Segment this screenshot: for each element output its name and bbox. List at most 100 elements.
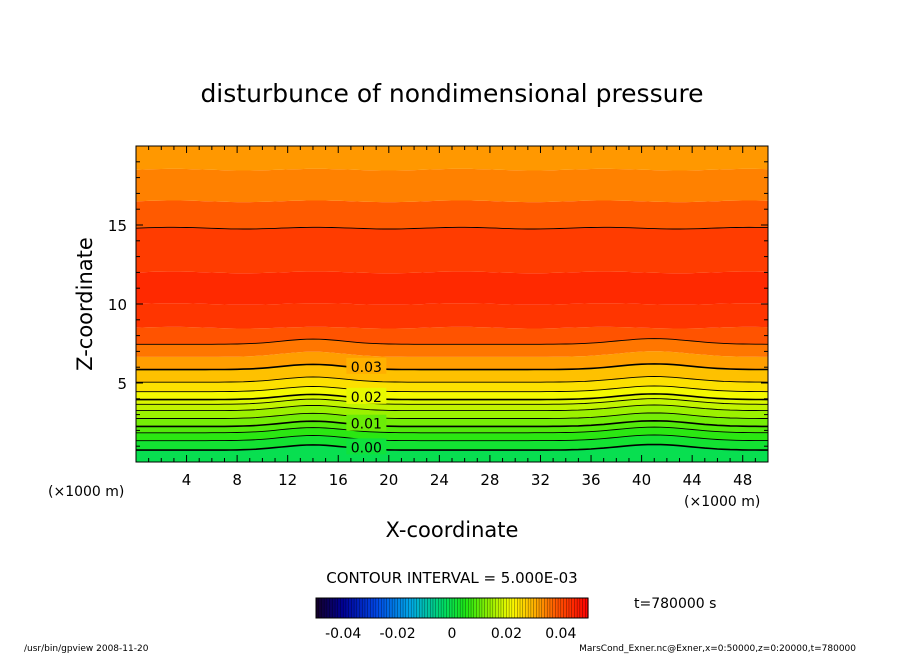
colorbar-cell — [324, 598, 328, 618]
x-axis-label: X-coordinate — [386, 518, 519, 542]
y-axis-label: Z-coordinate — [73, 237, 97, 371]
x-tick-label: 48 — [733, 471, 752, 489]
colorbar-ticks: -0.04 -0.02 0 0.02 0.04 — [325, 626, 576, 642]
colorbar-cell — [476, 598, 480, 618]
colorbar-cell — [392, 598, 396, 618]
colorbar-cell — [528, 598, 532, 618]
color-band — [136, 200, 768, 229]
colorbar-cell — [468, 598, 472, 618]
contour-line — [136, 363, 768, 371]
chart-title: disturbunce of nondimensional pressure — [200, 79, 703, 108]
contour-line — [136, 412, 768, 419]
footer-left: /usr/bin/gpview 2008-11-20 — [24, 644, 149, 654]
colorbar-cell — [509, 598, 513, 618]
colorbar-cell — [356, 598, 361, 618]
x-axis-ticks: 4 8 12 16 20 24 28 32 36 40 44 48 — [135, 146, 769, 489]
colorbar-cell — [381, 598, 385, 618]
colorbar-cell — [432, 598, 437, 618]
colorbar-cell — [373, 598, 377, 618]
colorbar — [315, 598, 589, 618]
colorbar-cell — [530, 598, 535, 618]
contour-label: 0.02 — [351, 390, 382, 406]
colorbar-tick-label: -0.02 — [379, 626, 415, 642]
contour-labels: 0.00 0.01 0.02 0.03 — [346, 357, 387, 456]
color-band — [136, 444, 768, 462]
plot-area — [136, 146, 768, 462]
colorbar-cell — [413, 598, 418, 618]
y-tick-label: 15 — [108, 217, 127, 235]
colorbar-cell — [471, 598, 475, 618]
colorbar-cell — [517, 598, 521, 618]
x-tick-label: 20 — [379, 471, 398, 489]
colorbar-cell — [329, 598, 333, 618]
colorbar-cell — [438, 598, 442, 618]
colorbar-cell — [492, 598, 497, 618]
colorbar-cell — [549, 598, 554, 618]
colorbar-cell — [321, 598, 325, 618]
colorbar-cell — [364, 598, 369, 618]
x-tick-label: 28 — [480, 471, 499, 489]
contour-label: 0.03 — [351, 360, 382, 376]
colorbar-cell — [462, 598, 467, 618]
color-band — [136, 435, 768, 451]
colorbar-tick-label: -0.04 — [325, 626, 361, 642]
colorbar-cell — [460, 598, 464, 618]
footer-right: MarsCond_Exner.nc@Exner,x=0:50000,z=0:20… — [579, 644, 856, 654]
colorbar-cell — [367, 598, 371, 618]
colorbar-cell — [522, 598, 527, 618]
colorbar-cell — [555, 598, 559, 618]
colorbar-cell — [574, 598, 578, 618]
colorbar-cell — [343, 598, 347, 618]
colorbar-cell — [405, 598, 410, 618]
colorbar-cell — [424, 598, 429, 618]
contour-line — [136, 393, 768, 401]
contour-line — [136, 398, 768, 405]
x-unit-right: (×1000 m) — [684, 494, 760, 510]
colorbar-cell — [539, 598, 543, 618]
colorbar-cell — [484, 598, 488, 618]
colorbar-cell — [386, 598, 391, 618]
colorbar-cell — [577, 598, 581, 618]
colorbar-cell — [563, 598, 567, 618]
y-tick-label: 10 — [108, 296, 127, 314]
colorbar-cell — [378, 598, 382, 618]
time-label: t=780000 s — [634, 596, 716, 612]
colorbar-cell — [337, 598, 342, 618]
colorbar-cell — [520, 598, 524, 618]
x-tick-label: 36 — [581, 471, 600, 489]
color-band — [136, 227, 768, 274]
colorbar-cell — [552, 598, 556, 618]
colorbar-cell — [533, 598, 537, 618]
x-tick-label: 24 — [430, 471, 449, 489]
colorbar-cell — [473, 598, 478, 618]
colorbar-cell — [427, 598, 431, 618]
colorbar-cell — [400, 598, 404, 618]
contour-line — [136, 443, 768, 451]
x-tick-label: 12 — [278, 471, 297, 489]
colorbar-cell — [558, 598, 562, 618]
colorbar-tick-label: 0.04 — [545, 626, 576, 642]
colorbar-cell — [568, 598, 573, 618]
colorbar-cell — [354, 598, 358, 618]
colorbar-cell — [452, 598, 456, 618]
colorbar-cell — [375, 598, 380, 618]
colorbar-cell — [487, 598, 491, 618]
contour-lines — [136, 226, 768, 451]
colorbar-cell — [495, 598, 499, 618]
colorbar-frame — [315, 597, 589, 619]
colorbar-cell — [506, 598, 510, 618]
contour-line — [136, 426, 768, 434]
colorbar-cell — [389, 598, 393, 618]
contour-line — [136, 338, 768, 345]
color-band — [136, 146, 768, 171]
colorbar-cell — [566, 598, 570, 618]
colorbar-tick-label: 0 — [448, 626, 457, 642]
colorbar-cell — [454, 598, 459, 618]
colorbar-cell — [446, 598, 450, 618]
contour-label-bg — [346, 438, 387, 455]
colorbar-cell — [498, 598, 502, 618]
y-tick-label: 5 — [117, 375, 127, 393]
colorbar-cell — [541, 598, 546, 618]
colorbar-cell — [345, 598, 350, 618]
